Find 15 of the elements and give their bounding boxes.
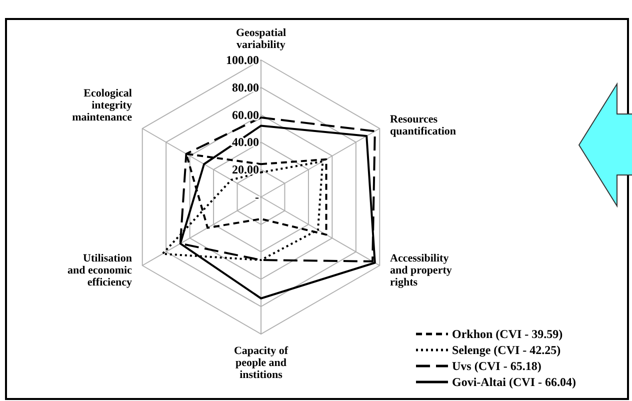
y-tick-label: 60.00 xyxy=(232,108,259,122)
legend-label: Uvs (CVI - 65.18) xyxy=(452,358,542,374)
y-tick-label: 80.00 xyxy=(232,80,259,94)
spoke-label: Ecological integrity maintenance xyxy=(72,88,132,124)
y-tick-label: - xyxy=(255,190,259,204)
legend-label: Selenge (CVI - 42.25) xyxy=(452,342,561,358)
y-tick-label: 20.00 xyxy=(232,162,259,177)
y-tick-label: 100.00 xyxy=(226,53,259,67)
legend-label: Orkhon (CVI - 39.59) xyxy=(452,326,563,342)
spoke-label: Geospatial variability xyxy=(236,27,286,51)
spoke-label: Utilisation and economic efficiency xyxy=(67,252,132,288)
spoke-label: Accessibility and property rights xyxy=(390,252,452,288)
spoke-label: Resources quantification xyxy=(390,114,456,138)
spoke-label: Capacity of people and institions xyxy=(234,345,288,381)
legend-label: Govi-Altai (CVI - 66.04) xyxy=(452,374,576,390)
